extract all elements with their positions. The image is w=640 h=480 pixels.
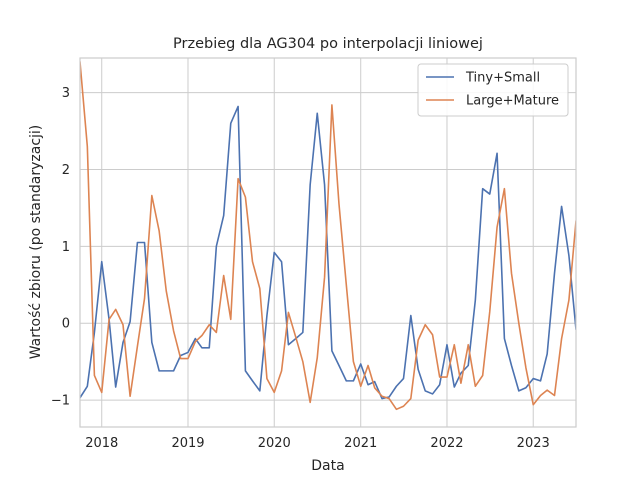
series-line-2 <box>80 61 576 411</box>
y-tick-label: 3 <box>62 86 70 101</box>
plot-frame <box>79 57 577 428</box>
x-tick-label: 2021 <box>344 436 377 451</box>
x-axis-label: Data <box>311 458 344 474</box>
y-tick-label: −1 <box>51 394 70 409</box>
legend-label: Large+Mature <box>466 94 559 109</box>
x-tick-label: 2023 <box>517 436 550 451</box>
y-tick-label: 1 <box>62 240 70 255</box>
y-tick-label: 0 <box>62 317 70 332</box>
x-axis-ticks: 2018 2019 2020 2021 2022 2023 <box>85 436 550 451</box>
chart-title: Przebieg dla AG304 po interpolacji linio… <box>173 36 483 52</box>
series-line-1 <box>80 105 576 400</box>
series-layer <box>80 61 576 411</box>
x-tick-label: 2022 <box>430 436 463 451</box>
x-tick-label: 2018 <box>85 436 118 451</box>
y-tick-label: 2 <box>62 163 70 178</box>
x-tick-label: 2020 <box>258 436 291 451</box>
x-tick-label: 2019 <box>171 436 204 451</box>
y-axis-ticks: −1 0 1 2 3 <box>51 86 70 409</box>
y-axis-label: Wartość zbioru (po standaryzacji) <box>28 125 44 360</box>
legend-label: Tiny+Small <box>465 71 540 86</box>
legend-box <box>417 63 569 117</box>
legend: Tiny+Small Large+Mature <box>417 63 569 117</box>
